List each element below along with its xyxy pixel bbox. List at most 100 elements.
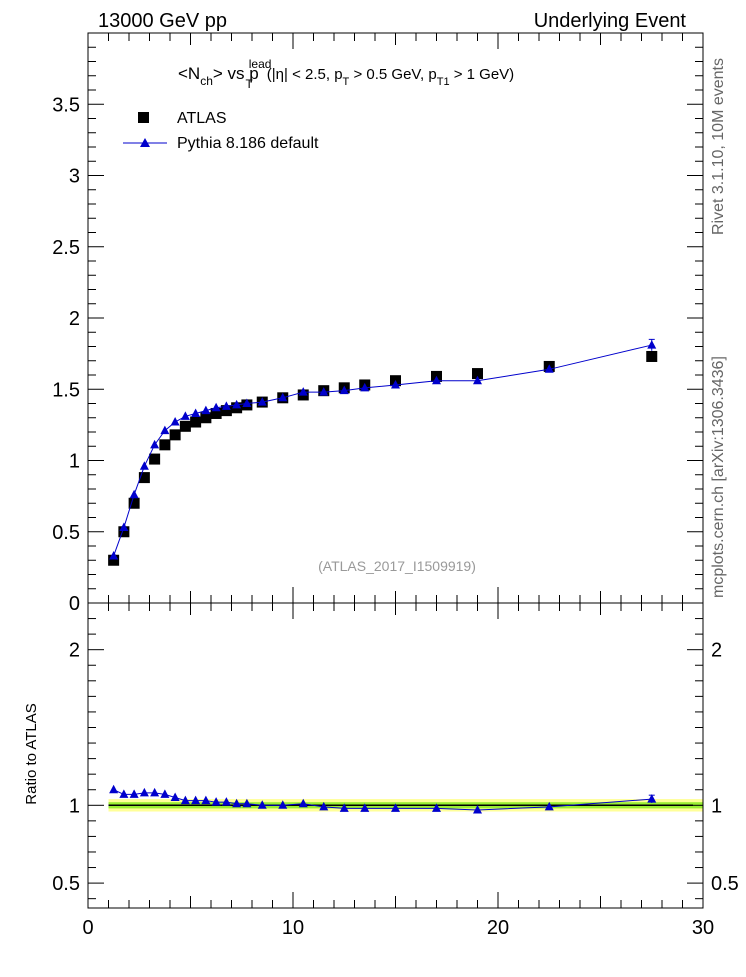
pythia-data-point: [257, 397, 267, 406]
side-label-lower: mcplots.cern.ch [arXiv:1306.3436]: [710, 356, 727, 598]
main-ytick-label: 0: [69, 593, 80, 615]
ratio-data-point: [257, 800, 267, 809]
ratio-xtick-label: 20: [487, 917, 509, 939]
ratio-plot-marks: [109, 784, 657, 814]
atlas-data-point: [220, 405, 232, 417]
ratio-ytick-label-left: 2: [69, 640, 80, 662]
ratio-data-point: [119, 789, 129, 798]
ratio-data-point: [319, 801, 329, 811]
pythia-data-point: [544, 364, 554, 373]
analysis-watermark: (ATLAS_2017_I1509919): [318, 558, 476, 574]
ratio-data-point: [150, 787, 160, 797]
title-part-vs: > vs p: [213, 64, 259, 83]
atlas-data-point: [128, 497, 140, 509]
ratio-ytick-label-right: 1: [711, 795, 722, 817]
title-part-lead: lead: [249, 57, 272, 71]
main-ytick-label: 1.5: [52, 379, 80, 401]
ratio-data-point: [170, 792, 180, 802]
atlas-data-point: [179, 420, 191, 432]
ratio-data-point: [473, 804, 482, 814]
ratio-ytick-label-left: 0.5: [52, 873, 80, 895]
pythia-data-point: [298, 387, 308, 396]
pythia-data-point: [242, 398, 252, 407]
main-plot-title: <Nch> vs plead T(|η| < 2.5, pT > 0.5 GeV,…: [178, 57, 514, 91]
title-part-cut-mid: > 0.5 GeV, p: [349, 66, 436, 83]
atlas-data-point: [118, 526, 130, 538]
pythia-data-point: [339, 385, 349, 395]
ratio-data-point: [298, 798, 308, 808]
ratio-data-point: [391, 803, 400, 812]
ratio-plot-axes: 0.5 0.51 12 20 10 20 30: [52, 602, 739, 939]
atlas-data-point: [138, 472, 150, 484]
ratio-data-point: [201, 795, 211, 805]
ratio-data-point: [647, 794, 657, 803]
atlas-data-point: [200, 412, 212, 424]
ratio-data-point: [339, 803, 349, 812]
pythia-data-point: [160, 425, 170, 435]
pythia-data-point: [139, 461, 149, 470]
pythia-data-point: [109, 550, 119, 560]
pythia-data-point: [432, 375, 441, 385]
pythia-data-point: [170, 417, 180, 426]
main-ytick-label: 3.5: [52, 94, 80, 116]
main-ytick-label: 3: [69, 166, 80, 188]
atlas-data-point: [169, 429, 181, 441]
title-part-cut: (|η| < 2.5, p: [267, 66, 343, 83]
ratio-xtick-label: 0: [82, 917, 93, 939]
main-ytick-label: 2: [69, 308, 80, 330]
atlas-data-point: [159, 439, 171, 451]
ratio-ytick-label-left: 1: [69, 795, 80, 817]
legend-marker-atlas: [138, 112, 149, 123]
pythia-data-point: [647, 340, 657, 349]
pythia-data-point: [119, 522, 129, 531]
ratio-ytick-label-right: 0.5: [711, 873, 739, 895]
ratio-ytick-label-right: 2: [711, 640, 722, 662]
title-part-ch: ch: [200, 74, 213, 88]
ratio-data-point: [221, 797, 231, 806]
main-plot-marks: [108, 338, 658, 566]
header-right: Underlying Event: [534, 10, 687, 32]
pythia-data-point: [391, 379, 400, 389]
ratio-band-layer: [108, 799, 703, 812]
main-ytick-label: 0.5: [52, 522, 80, 544]
header-left: 13000 GeV pp: [98, 10, 227, 32]
ratio-data-point: [191, 795, 201, 805]
atlas-data-point: [210, 407, 222, 419]
title-part-cut-close: > 1 GeV): [450, 66, 515, 83]
atlas-data-point: [190, 416, 202, 428]
pythia-data-point: [221, 401, 231, 410]
ratio-data-point: [278, 800, 288, 809]
ratio-data-point: [180, 795, 190, 805]
legend-label-atlas: ATLAS: [177, 110, 227, 127]
ratio-data-point: [129, 789, 139, 798]
title-part-lhs: <N: [178, 64, 200, 83]
pythia-data-point: [201, 405, 211, 415]
ratio-ylabel: Ratio to ATLAS: [23, 703, 40, 804]
title-part-cut-t1: T1: [437, 76, 450, 88]
pythia-data-point: [278, 392, 288, 402]
atlas-data-point: [472, 368, 483, 380]
ratio-xtick-label: 10: [282, 917, 304, 939]
ratio-data-point: [232, 798, 242, 808]
legend-marker-pythia: [140, 138, 150, 147]
legend-label-pythia: Pythia 8.186 default: [177, 135, 319, 152]
pythia-data-point: [360, 382, 370, 392]
pythia-data-point: [232, 399, 242, 409]
atlas-data-point: [646, 350, 658, 362]
pythia-data-point: [319, 387, 329, 396]
ratio-data-point: [211, 797, 221, 806]
title-part-t: T: [245, 77, 253, 91]
main-ytick-label: 1: [69, 451, 80, 473]
ratio-data-point: [109, 784, 119, 794]
ratio-data-point: [360, 803, 370, 812]
ratio-data-point: [242, 798, 252, 808]
pythia-data-point: [129, 489, 139, 499]
ratio-xtick-label: 30: [692, 917, 714, 939]
pythia-data-point: [150, 439, 160, 449]
title-part-cut-t: T: [343, 76, 350, 88]
ratio-data-point: [160, 789, 170, 798]
side-label-upper: Rivet 3.1.10, 10M events: [710, 58, 727, 235]
